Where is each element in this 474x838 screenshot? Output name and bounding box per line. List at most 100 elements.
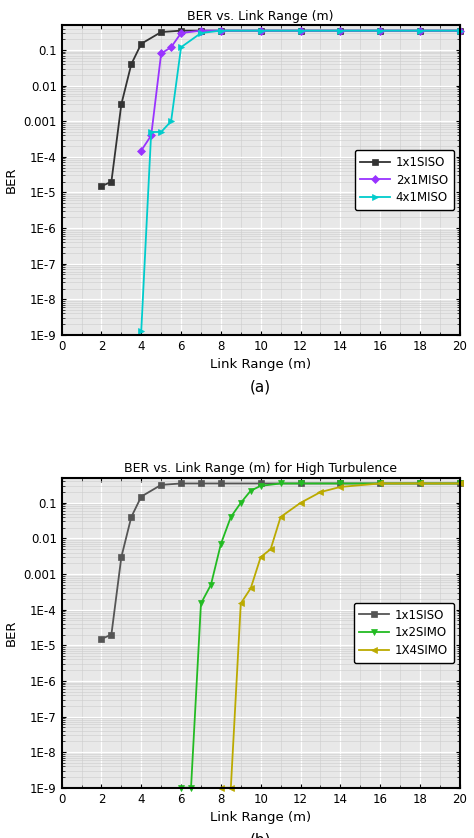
1x2SIMO bbox=[417, 478, 423, 489]
X-axis label: Link Range (m): Link Range (m) bbox=[210, 359, 311, 371]
1X4SIMO bbox=[228, 783, 234, 793]
4x1MISO bbox=[158, 127, 164, 137]
4x1MISO bbox=[198, 28, 204, 38]
1X4SIMO bbox=[218, 783, 224, 793]
1X4SIMO bbox=[258, 552, 264, 562]
1x1SISO bbox=[417, 26, 423, 36]
2x1MISO bbox=[148, 131, 154, 141]
1x2SIMO bbox=[218, 539, 224, 549]
Y-axis label: BER: BER bbox=[5, 619, 18, 646]
1x1SISO bbox=[178, 26, 184, 36]
1x1SISO bbox=[138, 39, 144, 49]
1x1SISO bbox=[138, 492, 144, 502]
1x1SISO bbox=[377, 26, 383, 36]
1x1SISO bbox=[158, 27, 164, 37]
1x1SISO bbox=[457, 478, 463, 489]
1x1SISO bbox=[377, 478, 383, 489]
2x1MISO bbox=[158, 49, 164, 59]
Line: 1X4SIMO: 1X4SIMO bbox=[218, 481, 463, 790]
4x1MISO bbox=[178, 42, 184, 52]
1x1SISO bbox=[118, 552, 124, 562]
1x1SISO bbox=[99, 634, 104, 644]
2x1MISO bbox=[198, 26, 204, 36]
X-axis label: Link Range (m): Link Range (m) bbox=[210, 811, 311, 824]
1x1SISO bbox=[457, 26, 463, 36]
1x1SISO bbox=[298, 478, 303, 489]
1x1SISO bbox=[198, 478, 204, 489]
1x1SISO bbox=[218, 478, 224, 489]
2x1MISO bbox=[178, 28, 184, 38]
Line: 4x1MISO: 4x1MISO bbox=[138, 28, 463, 334]
1X4SIMO bbox=[268, 544, 273, 554]
1x1SISO bbox=[218, 26, 224, 36]
1x1SISO bbox=[109, 177, 114, 187]
1x1SISO bbox=[118, 99, 124, 109]
2x1MISO bbox=[337, 26, 343, 36]
1x1SISO bbox=[128, 512, 134, 522]
4x1MISO bbox=[337, 26, 343, 36]
Legend: 1x1SISO, 1x2SIMO, 1X4SIMO: 1x1SISO, 1x2SIMO, 1X4SIMO bbox=[354, 603, 454, 663]
Y-axis label: BER: BER bbox=[5, 167, 18, 194]
1x1SISO bbox=[337, 478, 343, 489]
4x1MISO bbox=[258, 26, 264, 36]
1x1SISO bbox=[337, 26, 343, 36]
1x1SISO bbox=[298, 26, 303, 36]
1X4SIMO bbox=[278, 512, 283, 522]
1x2SIMO bbox=[278, 478, 283, 489]
4x1MISO bbox=[218, 26, 224, 36]
1x2SIMO bbox=[377, 478, 383, 489]
Line: 2x1MISO: 2x1MISO bbox=[138, 28, 463, 153]
Text: (a): (a) bbox=[250, 380, 271, 395]
4x1MISO bbox=[377, 26, 383, 36]
1x2SIMO bbox=[298, 478, 303, 489]
2x1MISO bbox=[457, 26, 463, 36]
1x2SIMO bbox=[337, 478, 343, 489]
2x1MISO bbox=[138, 146, 144, 156]
2x1MISO bbox=[258, 26, 264, 36]
1x2SIMO bbox=[208, 580, 214, 590]
1x2SIMO bbox=[238, 498, 244, 508]
Title: BER vs. Link Range (m): BER vs. Link Range (m) bbox=[187, 9, 334, 23]
1x2SIMO bbox=[188, 783, 194, 793]
4x1MISO bbox=[168, 116, 174, 127]
1X4SIMO bbox=[337, 482, 343, 492]
1x2SIMO bbox=[198, 598, 204, 608]
Line: 1x1SISO: 1x1SISO bbox=[99, 28, 463, 189]
2x1MISO bbox=[417, 26, 423, 36]
1x1SISO bbox=[198, 26, 204, 36]
1x1SISO bbox=[109, 629, 114, 639]
1x1SISO bbox=[417, 478, 423, 489]
1X4SIMO bbox=[248, 583, 254, 593]
1x2SIMO bbox=[258, 481, 264, 491]
1X4SIMO bbox=[318, 487, 323, 497]
1x1SISO bbox=[128, 59, 134, 70]
4x1MISO bbox=[457, 26, 463, 36]
4x1MISO bbox=[417, 26, 423, 36]
1X4SIMO bbox=[417, 478, 423, 489]
4x1MISO bbox=[138, 326, 144, 336]
1x2SIMO bbox=[228, 512, 234, 522]
1x1SISO bbox=[99, 181, 104, 191]
Text: (b): (b) bbox=[250, 832, 272, 838]
1X4SIMO bbox=[298, 498, 303, 508]
4x1MISO bbox=[148, 127, 154, 137]
2x1MISO bbox=[218, 26, 224, 36]
1x1SISO bbox=[258, 26, 264, 36]
4x1MISO bbox=[298, 26, 303, 36]
1x1SISO bbox=[158, 480, 164, 490]
1X4SIMO bbox=[377, 478, 383, 489]
1x2SIMO bbox=[457, 478, 463, 489]
Legend: 1x1SISO, 2x1MISO, 4x1MISO: 1x1SISO, 2x1MISO, 4x1MISO bbox=[355, 150, 454, 210]
2x1MISO bbox=[377, 26, 383, 36]
1X4SIMO bbox=[238, 598, 244, 608]
1x2SIMO bbox=[248, 486, 254, 496]
Line: 1x1SISO: 1x1SISO bbox=[99, 481, 463, 642]
Title: BER vs. Link Range (m) for High Turbulence: BER vs. Link Range (m) for High Turbulen… bbox=[124, 463, 397, 475]
2x1MISO bbox=[168, 42, 174, 52]
1x2SIMO bbox=[178, 783, 184, 793]
Line: 1x2SIMO: 1x2SIMO bbox=[178, 481, 463, 790]
1X4SIMO bbox=[457, 478, 463, 489]
2x1MISO bbox=[298, 26, 303, 36]
1x1SISO bbox=[178, 478, 184, 489]
1x1SISO bbox=[258, 478, 264, 489]
